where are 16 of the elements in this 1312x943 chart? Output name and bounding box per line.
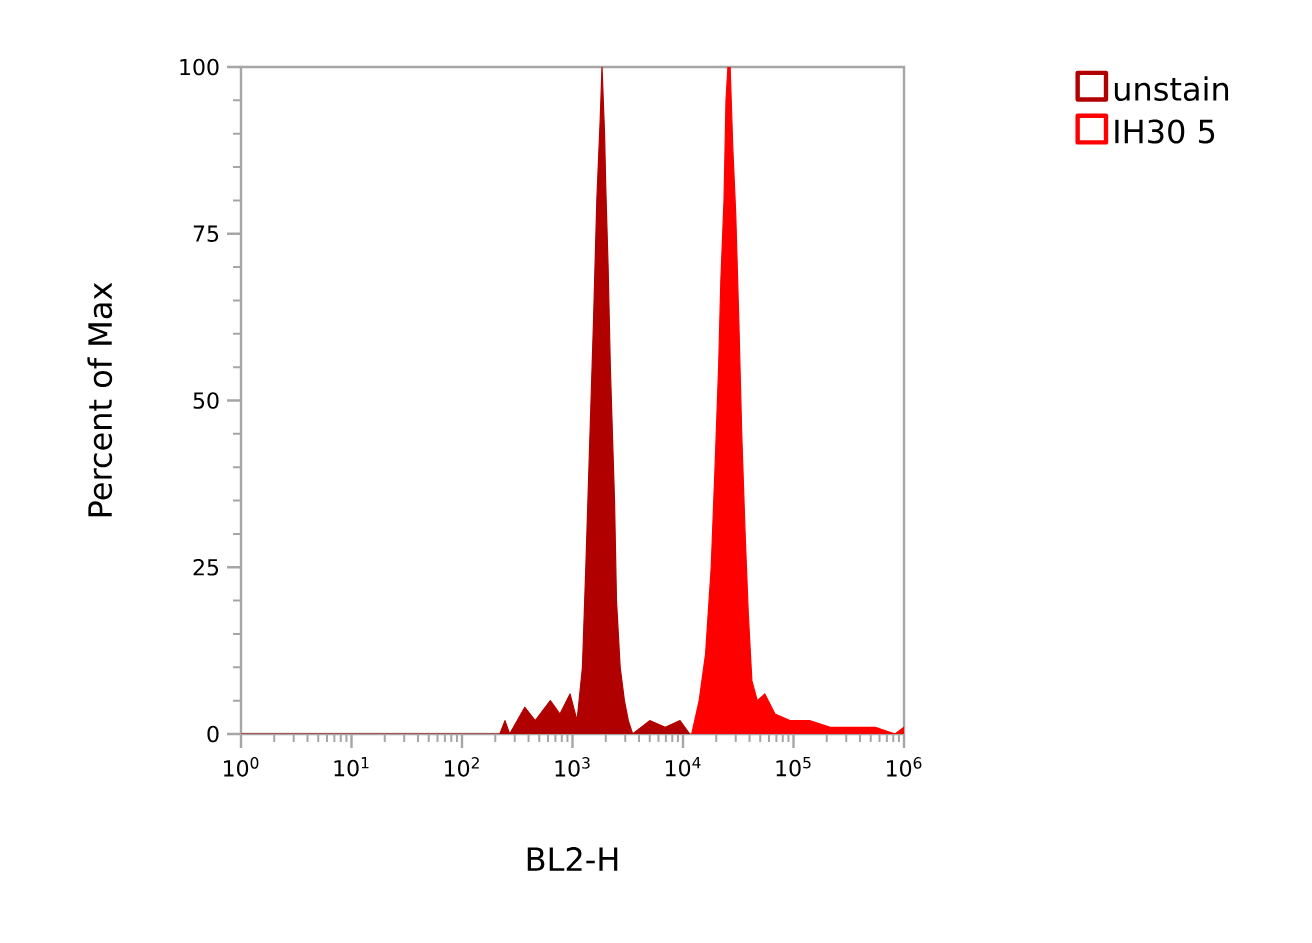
y-tick-label: 0 (207, 725, 219, 743)
y-tick-label: 50 (193, 392, 219, 409)
x-tick-label: 10$^{0}$ (224, 757, 259, 777)
x-tick-label: 10$^{2}$ (445, 757, 479, 777)
legend-label: IH30 5 (1115, 119, 1215, 144)
legend-label: unstain (1114, 76, 1229, 102)
y-tick-label: 75 (193, 225, 219, 242)
y-axis-title: Percent of Max (87, 282, 113, 517)
x-tick-label: 10$^{1}$ (334, 757, 369, 777)
y-tick-label: 25 (193, 558, 219, 576)
x-tick-label: 10$^{5}$ (776, 757, 811, 777)
x-tick-label: 10$^{3}$ (555, 757, 590, 777)
x-tick-label: 10$^{4}$ (666, 757, 701, 777)
x-axis-title: BL2-H (527, 847, 618, 871)
y-tick-label: 100 (180, 58, 219, 76)
x-tick-label: 10$^{6}$ (887, 757, 922, 777)
